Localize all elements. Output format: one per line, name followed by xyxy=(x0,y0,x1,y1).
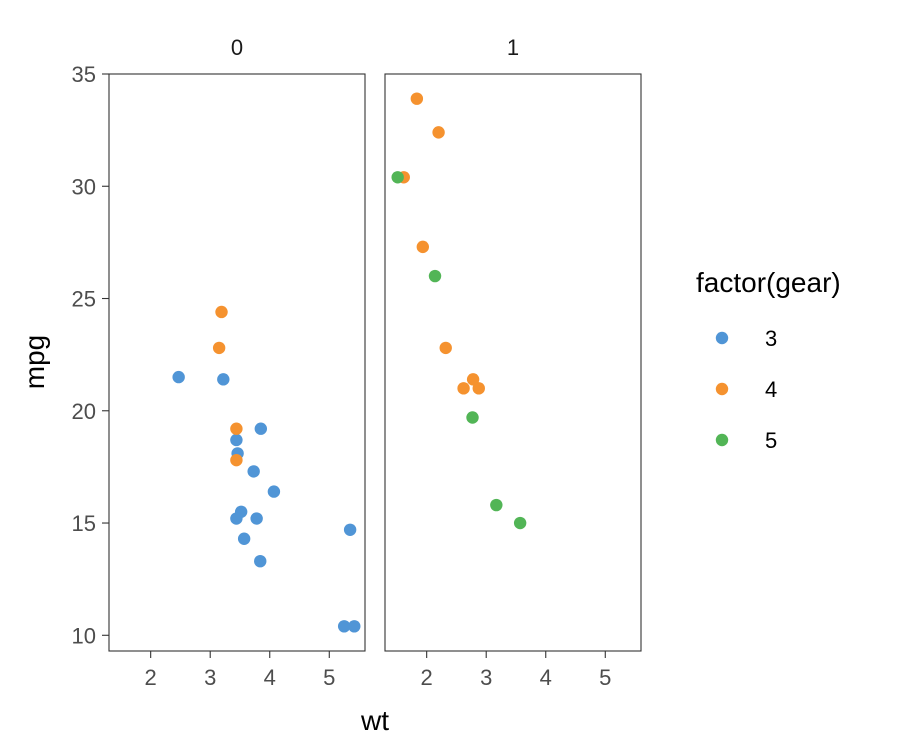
plot-panels: 0 2 3 4 5 1 2 3 4 5 xyxy=(108,35,642,690)
legend-entries: 3 4 5 xyxy=(715,326,777,453)
facet-strip-label: 1 xyxy=(507,35,519,60)
legend-entry: 4 xyxy=(715,377,777,402)
data-point xyxy=(337,620,351,633)
data-point xyxy=(466,373,480,386)
y-tick-label: 10 xyxy=(72,623,96,648)
data-point xyxy=(215,305,228,319)
x-tick-label: 3 xyxy=(480,665,492,690)
y-tick-label: 30 xyxy=(72,174,96,199)
data-point xyxy=(230,512,243,525)
data-point xyxy=(254,554,267,568)
legend-key xyxy=(715,382,729,396)
y-tick-label: 35 xyxy=(72,62,96,87)
legend-label: 5 xyxy=(765,428,777,453)
panel-1: 1 2 3 4 5 xyxy=(384,35,642,690)
data-point xyxy=(212,341,226,355)
data-point xyxy=(432,126,445,139)
data-point xyxy=(416,240,430,254)
data-point xyxy=(466,411,479,424)
legend-label: 4 xyxy=(765,377,777,402)
y-tick-label: 20 xyxy=(72,399,96,424)
legend: factor(gear) 3 4 5 xyxy=(696,267,841,453)
y-axis-title: mpg xyxy=(19,335,50,389)
data-point xyxy=(428,269,442,283)
legend-key xyxy=(715,331,729,345)
data-point xyxy=(391,171,404,184)
data-point xyxy=(472,382,485,395)
facet-strip-label: 0 xyxy=(231,35,243,60)
x-tick-label: 4 xyxy=(540,665,552,690)
x-axis-title: wt xyxy=(360,705,389,736)
data-point xyxy=(250,512,263,525)
data-point xyxy=(267,485,281,498)
data-point xyxy=(172,370,185,384)
data-point xyxy=(230,433,243,447)
data-point xyxy=(513,516,527,530)
data-point xyxy=(439,341,452,355)
data-point xyxy=(490,498,503,512)
x-tick-label: 3 xyxy=(204,665,216,690)
data-point xyxy=(410,92,424,105)
legend-entry: 5 xyxy=(715,428,777,453)
data-point xyxy=(230,422,243,435)
data-point xyxy=(343,523,357,536)
data-point xyxy=(247,465,260,478)
data-point xyxy=(457,382,470,395)
panel-0: 0 2 3 4 5 xyxy=(108,35,366,690)
y-axis: 10 15 20 25 30 35 xyxy=(72,62,109,648)
x-tick-label: 4 xyxy=(264,665,276,690)
legend-title: factor(gear) xyxy=(696,267,841,298)
data-point xyxy=(237,532,251,545)
data-point xyxy=(348,620,361,633)
data-point xyxy=(230,453,243,467)
data-point xyxy=(217,373,230,386)
legend-key xyxy=(715,433,729,447)
data-point xyxy=(254,422,268,435)
panel-border xyxy=(108,73,366,652)
x-tick-label: 2 xyxy=(145,665,157,690)
x-tick-label: 2 xyxy=(421,665,433,690)
x-tick-label: 5 xyxy=(599,665,611,690)
panel-border xyxy=(384,73,642,652)
legend-entry: 3 xyxy=(715,326,777,351)
legend-label: 3 xyxy=(765,326,777,351)
y-tick-label: 15 xyxy=(72,511,96,536)
y-tick-label: 25 xyxy=(72,287,96,312)
x-tick-label: 5 xyxy=(323,665,335,690)
